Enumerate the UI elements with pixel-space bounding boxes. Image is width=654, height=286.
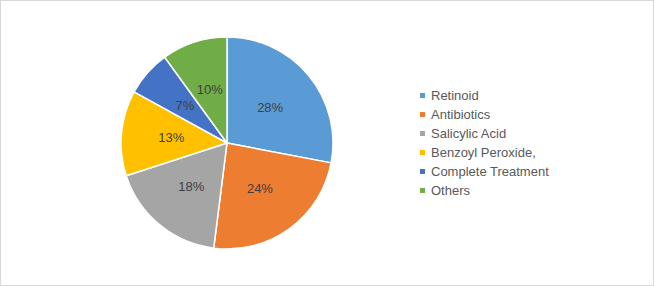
svg-text:28%: 28% <box>257 100 283 115</box>
svg-text:13%: 13% <box>158 130 184 145</box>
svg-text:Antibiotics: Antibiotics <box>431 107 491 122</box>
svg-text:Benzoyl Peroxide,: Benzoyl Peroxide, <box>431 145 536 160</box>
svg-text:Others: Others <box>431 183 471 198</box>
svg-text:Complete Treatment: Complete Treatment <box>431 164 549 179</box>
svg-text:7%: 7% <box>176 98 195 113</box>
svg-text:24%: 24% <box>247 181 273 196</box>
svg-text:18%: 18% <box>178 179 204 194</box>
svg-text:10%: 10% <box>197 82 223 97</box>
svg-text:Salicylic Acid: Salicylic Acid <box>431 126 506 141</box>
svg-text:Retinoid: Retinoid <box>431 88 479 103</box>
